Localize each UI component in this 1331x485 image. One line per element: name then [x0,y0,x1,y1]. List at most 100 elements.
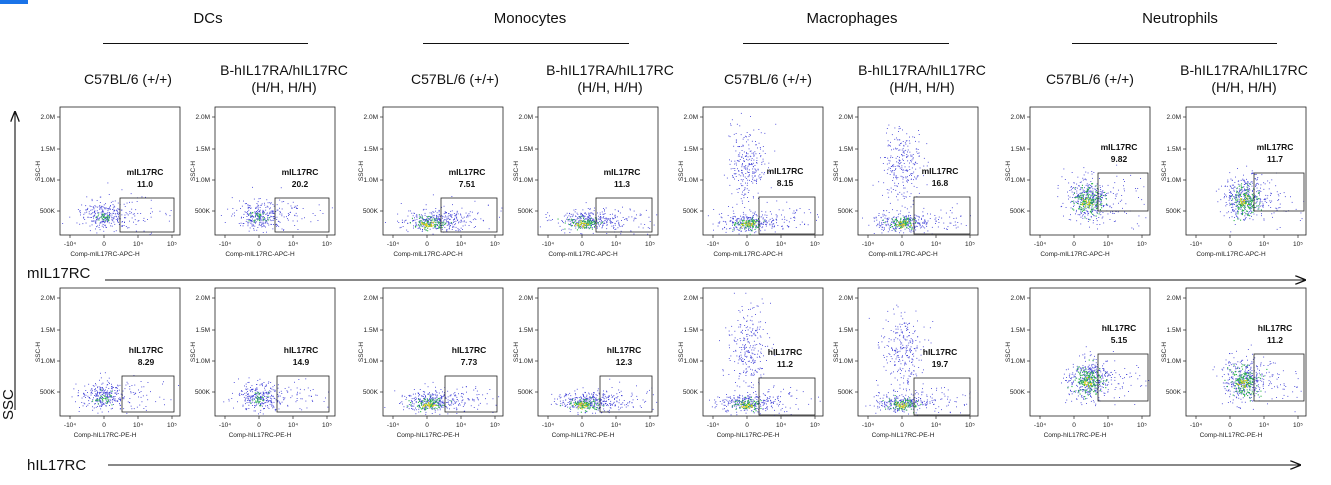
event-dot [92,220,93,222]
event-dot [277,224,278,226]
event-dot [734,160,736,162]
event-dot [757,219,759,221]
event-dot [451,215,452,217]
event-dot [1086,183,1088,185]
event-dot [1094,195,1095,196]
event-dot [1081,187,1083,189]
event-dot [1243,190,1245,192]
event-dot [138,220,140,221]
strain-header-wt: C57BL/6 (+/+) [724,71,812,87]
event-dot [433,221,435,223]
event-dot [273,406,275,408]
event-dot [239,395,241,396]
event-dot [1243,202,1245,204]
event-dot [732,168,734,169]
event-dot [799,224,801,226]
event-dot [463,220,465,222]
event-dot [1085,200,1087,202]
event-dot [596,227,598,229]
event-dot [900,218,902,220]
event-dot [238,223,240,224]
event-dot [1060,206,1062,208]
event-dot [1093,196,1095,198]
event-dot [741,146,743,147]
event-dot [1088,197,1090,199]
event-dot [99,196,101,198]
event-dot [572,220,574,222]
event-dot [630,230,632,232]
event-dot [732,176,734,178]
y-axis-label: SSC-H [833,161,840,182]
event-dot [913,179,914,181]
event-dot [276,219,278,220]
event-dot [736,228,738,230]
event-dot [784,216,785,218]
event-dot [1243,199,1245,200]
y-axis-label: SSC-H [1005,161,1012,182]
event-dot [283,398,285,400]
event-dot [241,390,242,392]
event-dot [895,147,896,149]
event-dot [451,214,453,216]
event-dot [602,223,604,225]
event-dot [764,153,766,154]
event-dot [594,207,595,209]
event-dot [730,123,731,125]
event-dot [742,175,744,177]
event-dot [1260,209,1262,211]
event-dot [108,216,110,218]
event-dot [747,223,749,225]
event-dot [748,221,750,223]
event-dot [1099,200,1101,202]
event-dot [124,217,126,219]
event-dot [1236,187,1238,189]
event-dot [1238,202,1240,204]
event-dot [574,220,576,222]
event-dot [1077,195,1079,197]
event-dot [417,228,419,229]
event-dot [80,212,81,214]
event-dot [1263,199,1265,200]
event-dot [101,387,103,389]
event-dot [437,218,438,220]
event-dot [1112,187,1114,189]
event-dot [102,211,104,213]
event-dot [424,214,426,216]
event-dot [1230,231,1232,233]
event-dot [1092,207,1094,209]
event-dot [259,216,261,218]
event-dot [1221,185,1222,187]
event-dot [909,228,911,230]
event-dot [620,230,622,232]
event-dot [897,177,899,178]
event-dot [1093,172,1095,173]
event-dot [100,196,102,198]
event-dot [99,405,101,407]
y-tick-label: 1.0M [839,177,853,184]
event-dot [747,165,749,167]
event-dot [591,212,593,214]
event-dot [908,214,910,216]
event-dot [314,215,316,216]
event-dot [747,220,749,222]
event-dot [734,170,736,171]
event-dot [121,226,123,227]
event-dot [455,220,457,222]
y-tick-label: 500K [195,389,211,396]
event-dot [754,214,756,216]
event-dot [439,222,441,224]
event-dot [712,223,714,225]
event-dot [747,223,749,225]
event-dot [1283,192,1285,194]
event-dot [1080,194,1082,196]
event-dot [895,176,897,178]
strain-header-humanized: B-hIL17RA/hIL17RC (H/H, H/H) [220,62,348,96]
event-dot [79,223,81,225]
event-dot [756,181,757,182]
event-dot [1086,218,1088,220]
event-dot [919,222,921,224]
event-dot [112,217,114,219]
event-dot [1276,191,1278,193]
event-dot [1097,210,1098,212]
